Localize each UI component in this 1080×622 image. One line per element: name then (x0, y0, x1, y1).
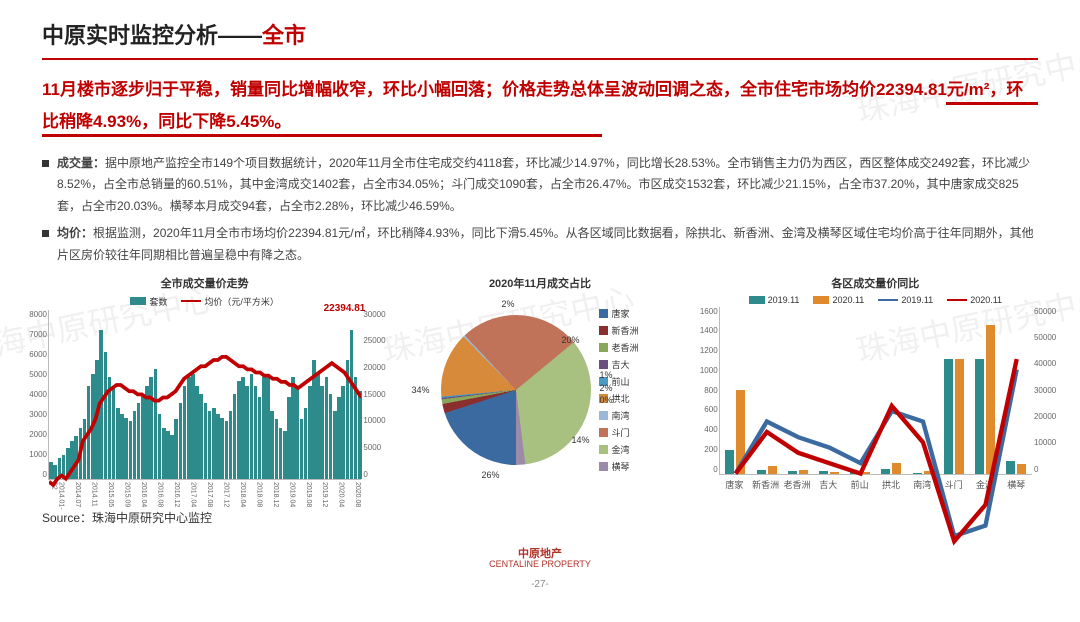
title-black: 中原实时监控分析—— (42, 23, 262, 48)
district-y-right: 6000050000400003000020000100000 (1034, 307, 1066, 474)
bullet-text: 据中原地产监控全市149个项目数据统计，2020年11月全市住宅成交约4118套… (57, 156, 1030, 213)
title-rule (42, 58, 1038, 60)
headline: 11月楼市逐步归于平稳，销量同比增幅收窄，环比小幅回落；价格走势总体呈波动回调之… (42, 74, 1038, 139)
bullet-label: 均价： (57, 226, 93, 240)
page-number: -27- (531, 579, 549, 590)
page-title: 中原实时监控分析——全市 (42, 18, 1038, 50)
legend-line (181, 300, 201, 302)
headline-underline (946, 102, 1038, 105)
charts-row: 全市成交量价走势 套数 均价（元/平方米） 22394.81 800070006… (42, 275, 1038, 507)
bullet-square-icon (42, 230, 49, 237)
headline-text: 11月楼市逐步归于平稳，销量同比增幅收窄，环比小幅回落；价格走势总体呈波动回调之… (42, 80, 1023, 131)
pie-title: 2020年11月成交占比 (377, 275, 702, 291)
centaline-logo: 中原地产 CENTALINE PROPERTY (489, 548, 591, 570)
district-lines (720, 307, 1032, 619)
district-legend: 2019.112020.112019.112020.11 (713, 295, 1038, 305)
logo-en: CENTALINE PROPERTY (489, 560, 591, 570)
combo-legend: 套数 均价（元/平方米） (42, 295, 367, 308)
district-y-left: 16001400120010008006004002000 (690, 307, 718, 474)
title-red: 全市 (262, 23, 306, 48)
bullet-item: 均价：根据监测，2020年11月全市市场均价22394.81元/㎡，环比稍降4.… (42, 223, 1038, 266)
district-chart: 各区成交量价同比 2019.112020.112019.112020.11 16… (713, 275, 1038, 507)
bullet-list: 成交量：据中原地产监控全市149个项目数据统计，2020年11月全市住宅成交约4… (42, 153, 1038, 267)
legend-text: 均价（元/平方米） (204, 295, 279, 308)
district-title: 各区成交量价同比 (713, 275, 1038, 291)
combo-line (49, 310, 361, 622)
bullet-square-icon (42, 160, 49, 167)
bullet-text: 根据监测，2020年11月全市市场均价22394.81元/㎡，环比稍降4.93%… (57, 226, 1034, 262)
legend-text: 套数 (149, 295, 167, 308)
legend-swatch (130, 297, 146, 305)
combo-title: 全市成交量价走势 (42, 275, 367, 291)
combo-plot: 800070006000500040003000200010000 300002… (48, 310, 361, 480)
bullet-item: 成交量：据中原地产监控全市149个项目数据统计，2020年11月全市住宅成交约4… (42, 153, 1038, 218)
combo-y-left: 800070006000500040003000200010000 (19, 310, 47, 479)
bullet-label: 成交量： (57, 156, 105, 170)
combo-chart: 全市成交量价走势 套数 均价（元/平方米） 22394.81 800070006… (42, 275, 367, 507)
headline-underline (42, 134, 602, 137)
pie-chart: 2020年11月成交占比 2%20%1%2%0%14%26%34% 唐家新香洲老… (377, 275, 702, 507)
district-plot: 16001400120010008006004002000 6000050000… (719, 307, 1032, 475)
